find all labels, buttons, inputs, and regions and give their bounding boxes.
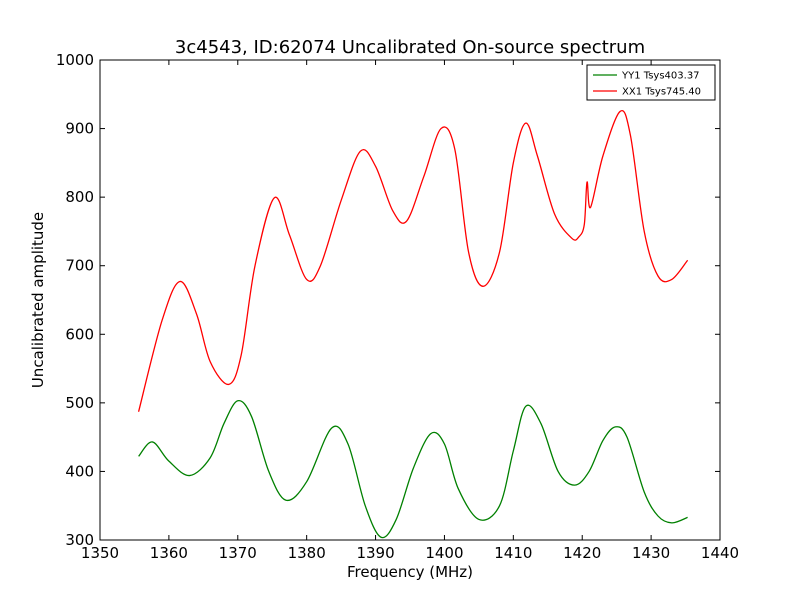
x-tick-label: 1360 [150, 544, 188, 562]
y-tick-label: 600 [65, 325, 94, 343]
chart-title: 3c4543, ID:62074 Uncalibrated On-source … [175, 37, 645, 58]
x-tick-label: 1420 [563, 544, 601, 562]
plot-area [100, 60, 720, 540]
plot-frame [99, 59, 721, 541]
legend: YY1 Tsys403.37 XX1 Tsys745.40 [586, 64, 716, 101]
legend-entry: YY1 Tsys403.37 [621, 71, 700, 82]
x-tick-label: 1440 [701, 544, 739, 562]
series-line-yy1 [138, 400, 688, 539]
legend-entry: XX1 Tsys745.40 [622, 87, 701, 98]
y-axis: 300 400 500 600 700 800 900 1000 [56, 51, 720, 549]
series-layer [137, 110, 689, 539]
series-line-xx1 [137, 110, 689, 412]
x-tick-label: 1400 [425, 544, 463, 562]
x-axis: 1350 1360 1370 1380 1390 1400 1410 1420 1430 1440 [81, 60, 739, 562]
y-tick-label: 1000 [56, 51, 94, 69]
x-tick-label: 1430 [632, 544, 670, 562]
x-tick-label: 1380 [288, 544, 326, 562]
x-tick-label: 1370 [219, 544, 257, 562]
x-tick-label: 1410 [494, 544, 532, 562]
x-axis-label: Frequency (MHz) [347, 563, 473, 581]
legend-box [586, 64, 716, 101]
x-tick-label: 1350 [81, 544, 119, 562]
y-tick-label: 900 [65, 120, 94, 138]
y-tick-label: 500 [65, 394, 94, 412]
x-tick-label: 1390 [356, 544, 394, 562]
y-tick-label: 800 [65, 188, 94, 206]
y-tick-label: 400 [65, 462, 94, 480]
y-axis-label: Uncalibrated amplitude [29, 212, 47, 388]
y-tick-label: 700 [65, 257, 94, 275]
y-tick-label: 300 [65, 531, 94, 549]
